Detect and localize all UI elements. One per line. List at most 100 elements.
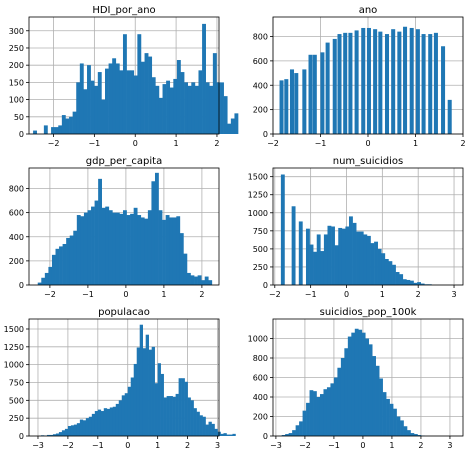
- histogram-bar: [312, 54, 317, 134]
- y-tick-label: 1000: [248, 209, 268, 218]
- histogram-bar: [147, 210, 152, 285]
- histogram-bar: [61, 430, 66, 436]
- x-tick-label: −1: [315, 139, 327, 148]
- histogram-bar: [441, 46, 446, 134]
- histogram-bar: [334, 245, 339, 285]
- histogram-bar: [119, 70, 124, 134]
- histogram-bar: [69, 235, 74, 285]
- y-tick-label: 800: [253, 354, 268, 363]
- histogram-bar: [374, 241, 378, 285]
- histogram-bar: [76, 82, 81, 134]
- y-tick-label: 800: [9, 185, 24, 194]
- histogram-bar: [351, 332, 356, 436]
- histogram-bar: [115, 212, 120, 285]
- histogram-bar: [154, 383, 158, 436]
- histogram-bar: [43, 125, 48, 134]
- histogram-bar: [133, 75, 138, 134]
- histogram-bar: [100, 411, 105, 436]
- histogram-bar: [191, 82, 196, 134]
- histogram-bar: [227, 123, 232, 134]
- subplot-HDI_por_ano: −2 −1 0 1 2 0 50 100 150 200 250 300 HDI_por_ano: [9, 5, 239, 148]
- y-tick-label: 400: [9, 233, 24, 242]
- subplot-suicidios_pop_100k: −3 −2 −1 0 1 2 3 0 200 400 600 800 1000 suicidios_pop…: [248, 307, 464, 450]
- histogram-bar: [127, 386, 132, 436]
- histogram-bar: [70, 425, 75, 436]
- x-tick-label: 1: [413, 139, 418, 148]
- histogram-bar: [363, 234, 368, 285]
- histogram-bar: [101, 99, 106, 134]
- histogram-bar: [64, 428, 69, 436]
- histogram-bar: [358, 329, 363, 436]
- x-tick-label: 0: [360, 441, 365, 450]
- histogram-bar: [48, 266, 53, 285]
- histogram-bar: [291, 206, 296, 285]
- histogram-bar: [172, 217, 177, 285]
- histogram-bar: [130, 213, 134, 285]
- histogram-bar: [139, 324, 144, 436]
- histogram-bar: [316, 234, 321, 285]
- histogram-bar: [420, 283, 425, 285]
- histogram-bar: [118, 400, 123, 436]
- x-tick-label: −1: [82, 290, 94, 299]
- x-tick-label: 2: [416, 290, 421, 299]
- histogram-bar: [55, 248, 60, 285]
- histogram-bar: [198, 70, 203, 134]
- histogram-bar: [121, 395, 126, 436]
- histogram-bar: [184, 381, 188, 436]
- x-tick-label: 0: [133, 139, 138, 148]
- x-tick-label: −3: [32, 441, 44, 450]
- histogram-bar: [209, 85, 214, 134]
- histogram-bar: [413, 282, 418, 285]
- histogram-bar: [309, 390, 314, 436]
- histogram-bar: [140, 61, 145, 135]
- histogram-bar: [151, 346, 155, 436]
- histogram-bar: [337, 34, 342, 134]
- histogram-bar: [370, 243, 375, 285]
- x-tick-label: −2: [48, 139, 60, 148]
- histogram-bar: [151, 77, 156, 134]
- subplot-populacao: −3 −2 −1 0 1 2 3 0 250 500 750 1000 1250 1500 populaca…: [4, 307, 236, 450]
- histogram-bar: [308, 54, 313, 134]
- x-tick-label: 0: [125, 441, 130, 450]
- histogram-bar: [62, 243, 67, 285]
- histogram-bar: [157, 363, 161, 436]
- x-tick-label: 0: [365, 139, 370, 148]
- x-tick-label: 3: [451, 290, 456, 299]
- histogram-bar: [151, 181, 156, 285]
- histogram-bar: [344, 348, 349, 436]
- histogram-bar: [417, 435, 422, 436]
- histogram-bar: [124, 393, 129, 436]
- histogram-bar: [216, 82, 221, 134]
- histogram-bar: [230, 118, 235, 134]
- x-tick-label: 0: [344, 290, 349, 299]
- histogram-bar: [285, 434, 289, 436]
- histogram-bar: [148, 56, 153, 134]
- bars: [280, 174, 432, 285]
- histogram-bar: [181, 378, 185, 436]
- y-tick-label: 600: [253, 57, 268, 66]
- histogram-bar: [289, 69, 295, 134]
- histogram-bar: [179, 233, 184, 285]
- x-tick-label: −2: [269, 290, 281, 299]
- histogram-bar: [165, 215, 170, 285]
- histogram-bar: [123, 210, 127, 285]
- y-tick-label: 150: [9, 78, 24, 87]
- histogram-bar: [67, 426, 72, 436]
- histogram-bar: [194, 85, 199, 134]
- y-tick-label: 1000: [248, 335, 268, 344]
- x-tick-label: 1: [161, 290, 166, 299]
- histogram-bar: [163, 397, 167, 436]
- histogram-bar: [354, 30, 359, 134]
- histogram-bar: [98, 178, 102, 285]
- histogram-bar: [378, 31, 383, 134]
- histogram-bar: [403, 26, 408, 134]
- histogram-bar: [91, 206, 95, 285]
- y-tick-label: 0: [263, 130, 268, 139]
- histogram-bar: [359, 231, 364, 285]
- histogram-bar: [106, 408, 111, 436]
- subplot-title: gdp_per_capita: [86, 156, 162, 167]
- histogram-bar: [400, 420, 404, 436]
- histogram-bar: [58, 125, 63, 134]
- histogram-bar: [388, 261, 393, 285]
- histogram-bar: [333, 377, 338, 436]
